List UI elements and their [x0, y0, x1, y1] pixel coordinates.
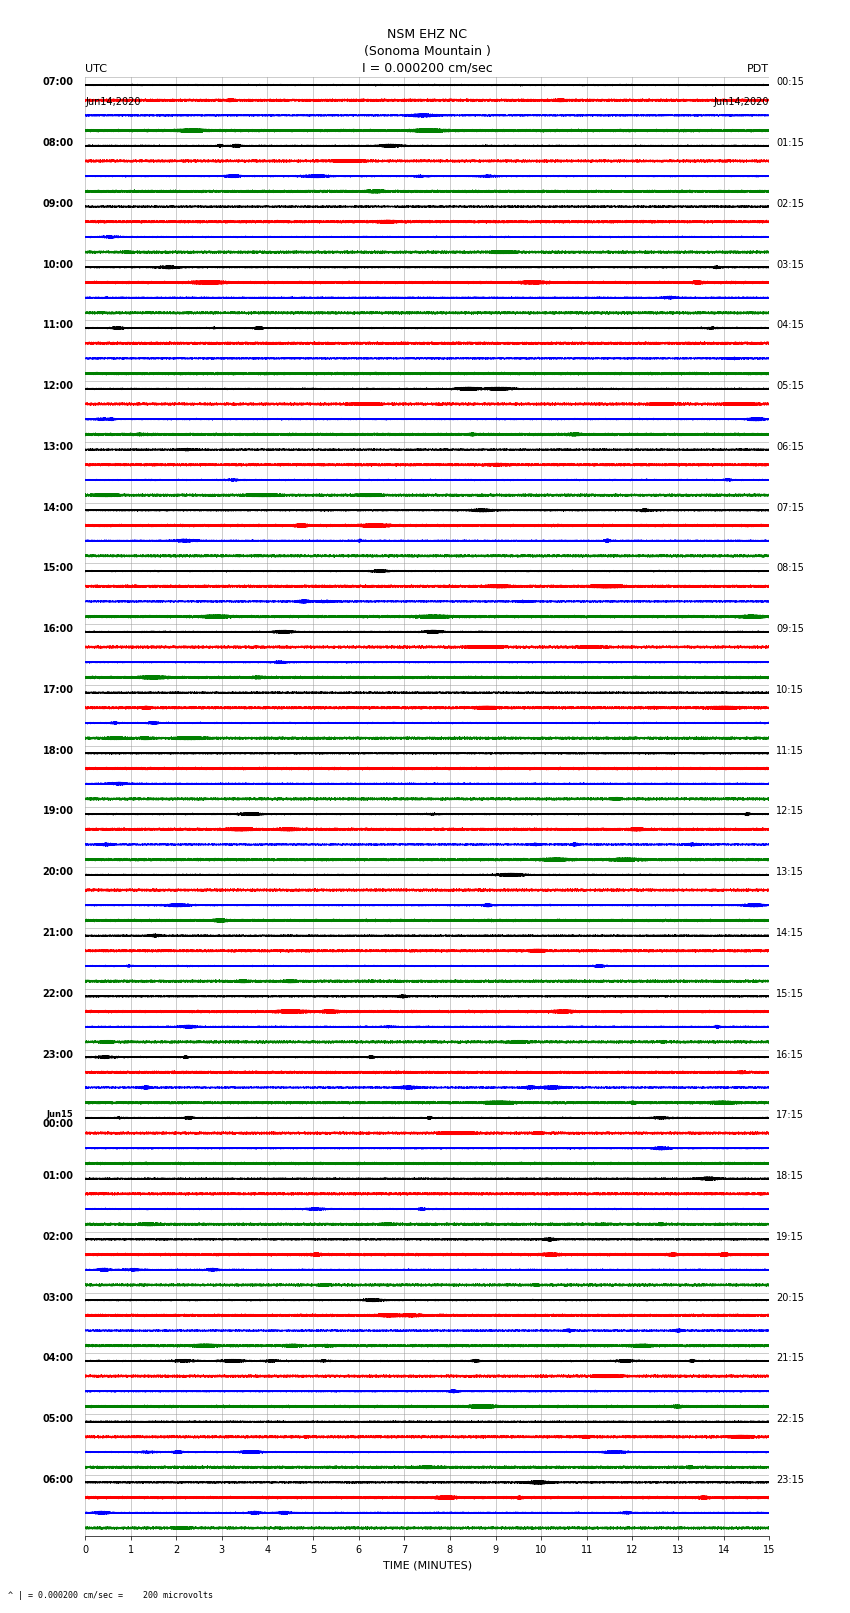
Text: 15:15: 15:15: [776, 989, 804, 998]
Text: 10:00: 10:00: [42, 260, 74, 269]
Text: 01:15: 01:15: [776, 139, 804, 148]
Text: 21:15: 21:15: [776, 1353, 804, 1363]
Text: 19:15: 19:15: [776, 1232, 804, 1242]
Text: 00:15: 00:15: [776, 77, 804, 87]
Text: 14:00: 14:00: [42, 503, 74, 513]
Text: 17:00: 17:00: [42, 686, 74, 695]
Title: NSM EHZ NC
(Sonoma Mountain )
I = 0.000200 cm/sec: NSM EHZ NC (Sonoma Mountain ) I = 0.0002…: [362, 27, 492, 74]
Text: 18:15: 18:15: [776, 1171, 804, 1181]
Text: 20:15: 20:15: [776, 1292, 804, 1303]
Text: 02:00: 02:00: [42, 1232, 74, 1242]
Text: 05:15: 05:15: [776, 381, 804, 392]
Text: 14:15: 14:15: [776, 927, 804, 939]
Text: 09:00: 09:00: [42, 198, 74, 210]
Text: 23:00: 23:00: [42, 1050, 74, 1060]
Text: Jun14,2020: Jun14,2020: [714, 97, 769, 106]
Text: 12:15: 12:15: [776, 806, 804, 816]
Text: 13:15: 13:15: [776, 868, 804, 877]
Text: 18:00: 18:00: [42, 745, 74, 756]
Text: 23:15: 23:15: [776, 1474, 804, 1486]
Text: 12:00: 12:00: [42, 381, 74, 392]
Text: 11:15: 11:15: [776, 745, 804, 756]
Text: 20:00: 20:00: [42, 868, 74, 877]
Text: 05:00: 05:00: [42, 1415, 74, 1424]
Text: 11:00: 11:00: [42, 321, 74, 331]
Text: 03:00: 03:00: [42, 1292, 74, 1303]
X-axis label: TIME (MINUTES): TIME (MINUTES): [382, 1560, 472, 1569]
Text: 08:15: 08:15: [776, 563, 804, 574]
Text: 06:00: 06:00: [42, 1474, 74, 1486]
Text: 03:15: 03:15: [776, 260, 804, 269]
Text: 16:00: 16:00: [42, 624, 74, 634]
Text: 22:15: 22:15: [776, 1415, 804, 1424]
Text: ^ | = 0.000200 cm/sec =    200 microvolts: ^ | = 0.000200 cm/sec = 200 microvolts: [8, 1590, 213, 1600]
Text: 02:15: 02:15: [776, 198, 804, 210]
Text: 22:00: 22:00: [42, 989, 74, 998]
Text: 10:15: 10:15: [776, 686, 804, 695]
Text: 08:00: 08:00: [42, 139, 74, 148]
Text: Jun15: Jun15: [47, 1110, 74, 1119]
Text: Jun14,2020: Jun14,2020: [85, 97, 140, 106]
Text: 04:15: 04:15: [776, 321, 804, 331]
Text: 06:15: 06:15: [776, 442, 804, 452]
Text: 19:00: 19:00: [42, 806, 74, 816]
Text: 16:15: 16:15: [776, 1050, 804, 1060]
Text: 07:00: 07:00: [42, 77, 74, 87]
Text: 21:00: 21:00: [42, 927, 74, 939]
Text: 15:00: 15:00: [42, 563, 74, 574]
Text: 07:15: 07:15: [776, 503, 804, 513]
Text: 13:00: 13:00: [42, 442, 74, 452]
Text: 00:00: 00:00: [42, 1119, 74, 1129]
Text: 17:15: 17:15: [776, 1110, 804, 1121]
Text: 09:15: 09:15: [776, 624, 804, 634]
Text: 01:00: 01:00: [42, 1171, 74, 1181]
Text: PDT: PDT: [747, 65, 769, 74]
Text: UTC: UTC: [85, 65, 107, 74]
Text: 04:00: 04:00: [42, 1353, 74, 1363]
